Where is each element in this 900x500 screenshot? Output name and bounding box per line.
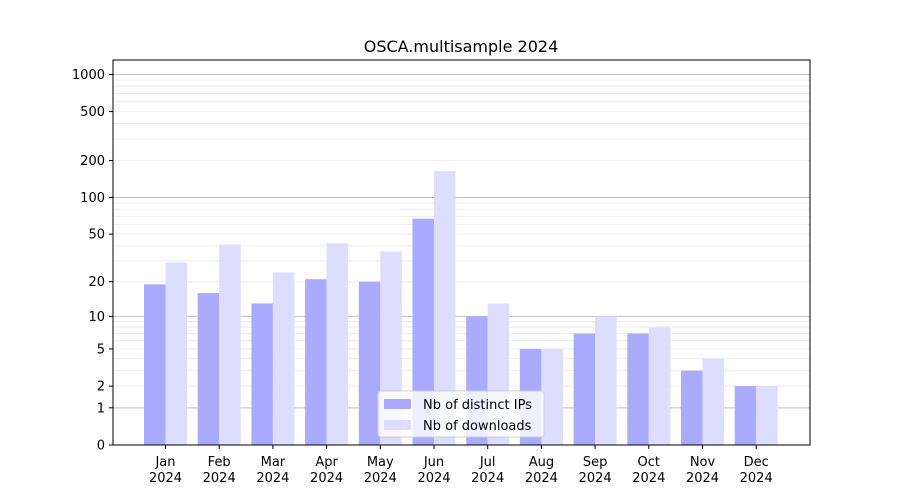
x-tick-label: Jun 2024: [417, 455, 450, 486]
y-axis: 0 1 2 5 10 20 50 100 200 500 1000: [72, 68, 113, 454]
legend-swatch: [384, 420, 411, 430]
bar-ips: [197, 293, 220, 445]
bar-downloads: [165, 262, 187, 445]
y-tick-label: 0: [97, 439, 105, 454]
chart-title: OSCA.multisample 2024: [364, 37, 559, 56]
x-tick-label: May 2024: [364, 455, 397, 486]
legend: Nb of distinct IPs Nb of downloads: [377, 390, 545, 438]
y-tick-label: 1: [97, 401, 105, 416]
x-tick-label: Jan 2024: [149, 455, 182, 486]
legend-swatch: [384, 399, 411, 409]
bar-ips: [627, 333, 649, 445]
x-tick-label: Mar 2024: [256, 455, 289, 486]
y-tick-label: 5: [97, 342, 105, 357]
bar-downloads: [219, 244, 241, 445]
bar-downloads: [595, 316, 617, 445]
bar-ips: [734, 386, 757, 445]
bar-downloads: [756, 386, 778, 445]
y-tick-label: 200: [80, 154, 105, 169]
bar-downloads: [272, 272, 295, 445]
y-tick-label: 50: [88, 228, 105, 243]
legend-box: [377, 390, 545, 438]
bar-ips: [305, 279, 327, 445]
x-tick-label: Jul 2024: [471, 455, 504, 486]
legend-label: Nb of distinct IPs: [423, 398, 532, 413]
bar-ips: [681, 370, 703, 445]
x-tick-label: Dec 2024: [740, 455, 773, 486]
x-tick-label: Feb 2024: [203, 455, 236, 486]
y-tick-label: 2: [97, 380, 105, 395]
x-tick-label: Apr 2024: [310, 455, 343, 486]
bar-ips: [358, 281, 381, 445]
y-tick-label: 10: [88, 310, 105, 325]
bar-downloads: [648, 327, 671, 445]
y-tick-label: 1000: [72, 68, 105, 83]
bar-ips: [251, 303, 273, 445]
y-tick-label: 20: [88, 275, 105, 290]
x-tick-label: Aug 2024: [525, 455, 558, 486]
plot-frame: [112, 59, 811, 446]
bar-ips: [412, 218, 434, 445]
bar-downloads: [434, 171, 456, 445]
legend-label: Nb of downloads: [423, 419, 532, 434]
x-tick-label: Nov 2024: [686, 455, 719, 486]
bars: [144, 171, 778, 445]
y-tick-label: 100: [80, 191, 105, 206]
x-tick-label: Sep 2024: [579, 455, 612, 486]
bar-ips: [573, 333, 596, 445]
bar-ips: [144, 284, 166, 445]
bar-downloads: [702, 358, 724, 445]
x-axis: Jan 2024 Feb 2024 Mar 2024 Apr 2024 May 2024 Jun 20…: [149, 445, 773, 486]
x-tick-label: Oct 2024: [632, 455, 665, 486]
bar-downloads: [326, 243, 349, 445]
bar-downloads: [541, 348, 563, 445]
y-tick-label: 500: [80, 105, 105, 120]
